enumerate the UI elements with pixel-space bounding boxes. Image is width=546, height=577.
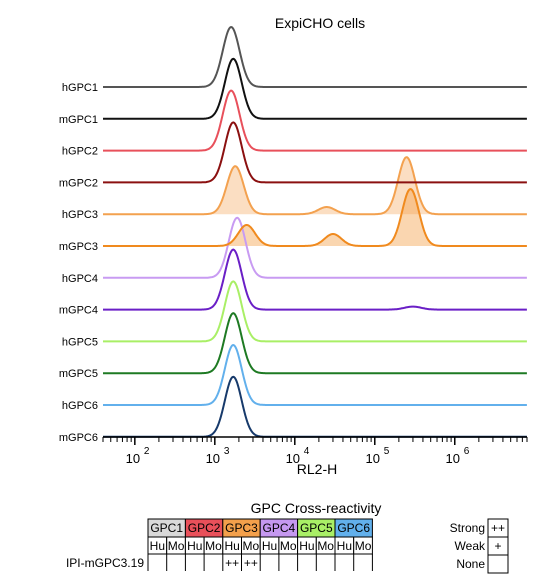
row-label-mGPC5: mGPC5 [59, 368, 98, 380]
x-tick-label: 10 [206, 451, 220, 466]
histogram-fills [103, 157, 527, 246]
subcolumn-header-cell [353, 536, 373, 555]
x-tick-label: 10 [286, 451, 300, 466]
row-label-hGPC6: hGPC6 [62, 400, 98, 412]
histogram-line-mGPC3 [103, 188, 527, 247]
group-header-label: GPC5 [300, 521, 333, 535]
x-tick-exponent: 2 [144, 446, 150, 457]
group-header-label: GPC1 [150, 521, 183, 535]
histogram-line-hGPC6 [103, 343, 527, 406]
subcolumn-header-label: Hu [187, 539, 202, 553]
subcolumn-header-label: Mo [355, 539, 372, 553]
x-tick-exponent: 6 [464, 446, 470, 457]
subcolumn-header-label: Mo [280, 539, 297, 553]
subcolumn-header-label: Hu [224, 539, 239, 553]
x-tick-exponent: 5 [384, 446, 390, 457]
x-tick-label: 10 [126, 451, 140, 466]
histogram-line-hGPC2 [103, 89, 527, 152]
subcolumn-header-label: Mo [205, 539, 222, 553]
histogram-line-mGPC2 [103, 121, 527, 184]
histogram-line-mGPC6 [103, 375, 527, 438]
x-tick-label: 10 [446, 451, 460, 466]
row-label-mGPC6: mGPC6 [59, 432, 98, 444]
row-labels: mGPC6 hGPC6 mGPC5 hGPC5 mGPC4 hGPC4 mGPC3 hGPC3… [59, 82, 98, 444]
table-row-label: IPI-mGPC3.19 [66, 556, 144, 570]
x-tick-exponent: 3 [224, 446, 230, 457]
row-label-hGPC1: hGPC1 [62, 82, 98, 94]
row-label-hGPC4: hGPC4 [62, 273, 98, 285]
x-axis-label: RL2-H [297, 461, 337, 477]
subcolumn-header-label: Hu [262, 539, 277, 553]
row-label-hGPC2: hGPC2 [62, 146, 98, 158]
subcolumn-header-label: Hu [337, 539, 352, 553]
histogram-line-hGPC3 [103, 156, 527, 216]
histogram-fill-hGPC3 [103, 157, 527, 215]
table-cell-value: ++ [244, 556, 258, 570]
x-axis: 10 2 10 3 10 4 10 5 10 6 [102, 436, 528, 466]
subcolumn-header-label: Mo [168, 539, 185, 553]
chart-title: ExpiCHO cells [275, 15, 365, 31]
subcolumn-header-label: Hu [299, 539, 314, 553]
legend-label: Strong [450, 521, 485, 535]
legend-label: Weak [455, 539, 486, 553]
legend-symbol: + [494, 539, 501, 553]
histogram-line-mGPC4 [103, 248, 527, 311]
histogram-lines [103, 25, 527, 438]
group-header-label: GPC6 [337, 521, 370, 535]
group-header-label: GPC2 [188, 521, 221, 535]
table-cell-value: ++ [225, 556, 239, 570]
table-title: GPC Cross-reactivity [251, 500, 382, 516]
histogram-line-mGPC5 [103, 312, 527, 375]
row-label-hGPC5: hGPC5 [62, 336, 98, 348]
legend-label: None [456, 557, 485, 571]
subcolumn-header-label: Mo [317, 539, 334, 553]
row-label-mGPC3: mGPC3 [59, 241, 98, 253]
histogram-line-hGPC5 [103, 280, 527, 343]
row-label-mGPC2: mGPC2 [59, 177, 98, 189]
subcolumn-header-label: Mo [243, 539, 260, 553]
row-label-hGPC3: hGPC3 [62, 209, 98, 221]
group-header-label: GPC4 [263, 521, 296, 535]
histogram-line-hGPC1 [103, 25, 527, 88]
legend-symbol-cell [487, 554, 509, 574]
cross-reactivity-table: GPC Cross-reactivity GPC1 GPC2 GPC3 GPC4 GPC… [66, 500, 509, 574]
row-label-mGPC1: mGPC1 [59, 114, 98, 126]
x-tick-exponent: 4 [304, 446, 310, 457]
subcolumn-header-label: Hu [150, 539, 165, 553]
histogram-line-mGPC1 [103, 57, 527, 120]
x-tick-label: 10 [366, 451, 380, 466]
histogram-fill-mGPC3 [103, 189, 527, 246]
histogram-line-hGPC4 [103, 216, 527, 279]
row-label-mGPC4: mGPC4 [59, 305, 98, 317]
group-header-label: GPC3 [225, 521, 258, 535]
legend-symbol: ++ [491, 521, 505, 535]
